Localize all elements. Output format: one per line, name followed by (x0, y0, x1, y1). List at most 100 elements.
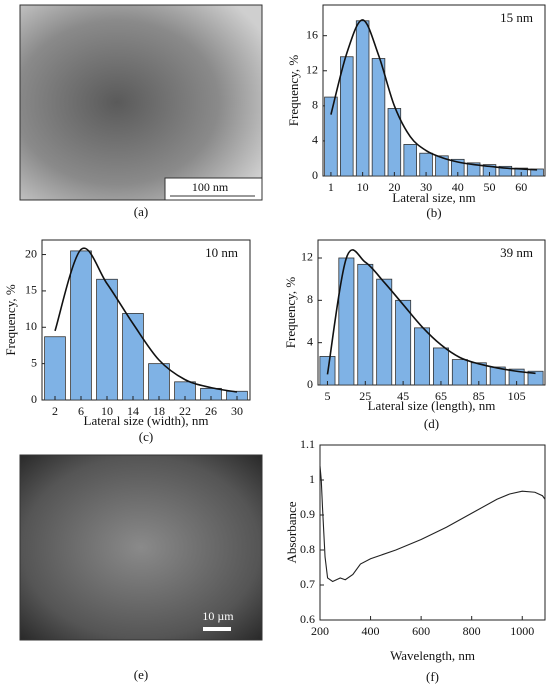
y-tick-label: 15 (25, 283, 37, 297)
x-tick-label: 800 (463, 624, 481, 638)
caption: (a) (134, 204, 148, 219)
x-tick-label: 30 (420, 180, 432, 194)
bar (340, 56, 354, 177)
bar (357, 263, 374, 386)
x-tick-label: 40 (452, 180, 464, 194)
bar (530, 168, 544, 177)
y-axis-label: Absorbance (284, 501, 299, 563)
y-tick-label: 8 (312, 98, 318, 112)
bar (324, 96, 338, 177)
y-tick-label: 1 (309, 472, 315, 486)
plot-frame (319, 444, 546, 621)
absorbance-line (319, 465, 546, 583)
y-axis-label: Frequency, % (286, 55, 301, 127)
x-tick-label: 30 (231, 404, 243, 418)
bar (489, 366, 506, 386)
bar (527, 370, 544, 386)
y-tick-label: 0.9 (300, 507, 315, 521)
y-tick-label: 10 (25, 319, 37, 333)
image-e: 10 µm (e) (19, 454, 263, 682)
x-tick-label: 1000 (510, 624, 534, 638)
plot-frame (322, 4, 546, 177)
y-tick-label: 5 (31, 355, 37, 369)
y-tick-label: 12 (301, 250, 313, 264)
fit-curve (326, 249, 536, 375)
annotation: 15 nm (500, 10, 533, 25)
y-tick-label: 8 (307, 292, 313, 306)
bar (338, 257, 355, 386)
bar (432, 347, 449, 386)
bar (435, 155, 449, 177)
plot-frame (41, 239, 251, 401)
x-tick-label: 6 (78, 404, 84, 418)
bar (122, 313, 144, 401)
y-tick-label: 0 (312, 168, 318, 182)
x-tick-label: 600 (412, 624, 430, 638)
plot-frame (317, 239, 546, 386)
fit-curve (54, 247, 238, 393)
x-tick-label: 25 (359, 389, 371, 403)
x-axis-label: Wavelength, nm (390, 648, 475, 663)
x-tick-label: 14 (127, 404, 139, 418)
bar (44, 336, 66, 401)
y-axis-label: Frequency, % (283, 277, 298, 349)
x-axis-label: Lateral size (length), nm (368, 398, 496, 413)
x-tick-label: 45 (397, 389, 409, 403)
y-tick-label: 12 (306, 63, 318, 77)
x-tick-label: 1 (328, 180, 334, 194)
x-tick-label: 5 (324, 389, 330, 403)
annotation: 10 nm (205, 245, 238, 260)
bar (355, 20, 370, 177)
x-tick-label: 85 (473, 389, 485, 403)
scale-bar-label: 10 µm (202, 609, 234, 623)
x-tick-label: 105 (508, 389, 526, 403)
x-tick-label: 50 (484, 180, 496, 194)
x-tick-label: 65 (435, 389, 447, 403)
bar (498, 165, 513, 177)
y-tick-label: 1.1 (300, 437, 315, 451)
x-axis-label: Lateral size (width), nm (84, 413, 209, 428)
bar (387, 108, 402, 177)
annotation: 39 nm (500, 245, 533, 260)
caption: (f) (426, 669, 439, 684)
x-tick-label: 200 (311, 624, 329, 638)
bar (451, 359, 468, 386)
x-tick-label: 22 (179, 404, 191, 418)
y-tick-label: 4 (307, 334, 313, 348)
y-tick-label: 0 (31, 392, 37, 406)
bar (395, 299, 412, 386)
bar (96, 278, 118, 401)
caption: (d) (424, 416, 439, 431)
y-tick-label: 16 (306, 27, 318, 41)
y-tick-label: 0.6 (300, 612, 315, 626)
bar (414, 327, 431, 386)
caption: (e) (134, 667, 148, 682)
image-a: 100 nm (a) (19, 4, 263, 219)
bar (371, 58, 386, 177)
x-tick-label: 10 (101, 404, 113, 418)
caption: (c) (139, 429, 153, 444)
y-tick-label: 20 (25, 246, 37, 260)
y-tick-label: 4 (312, 133, 318, 147)
fit-curve (330, 19, 538, 171)
x-tick-label: 400 (362, 624, 380, 638)
y-tick-label: 0 (307, 377, 313, 391)
y-axis-label: Frequency, % (3, 284, 18, 356)
scale-bar-label: 100 nm (192, 180, 229, 194)
bar (466, 162, 481, 177)
x-axis-label: Lateral size, nm (392, 190, 475, 205)
y-tick-label: 0.8 (300, 542, 315, 556)
x-tick-label: 10 (357, 180, 369, 194)
x-tick-label: 26 (205, 404, 217, 418)
x-tick-label: 60 (515, 180, 527, 194)
x-tick-label: 18 (153, 404, 165, 418)
bar (376, 278, 393, 386)
x-tick-label: 2 (52, 404, 58, 418)
bar (403, 144, 417, 177)
bar (148, 363, 170, 401)
bar (70, 250, 92, 401)
caption: (b) (426, 205, 441, 220)
x-tick-label: 20 (388, 180, 400, 194)
y-tick-label: 0.7 (300, 577, 315, 591)
